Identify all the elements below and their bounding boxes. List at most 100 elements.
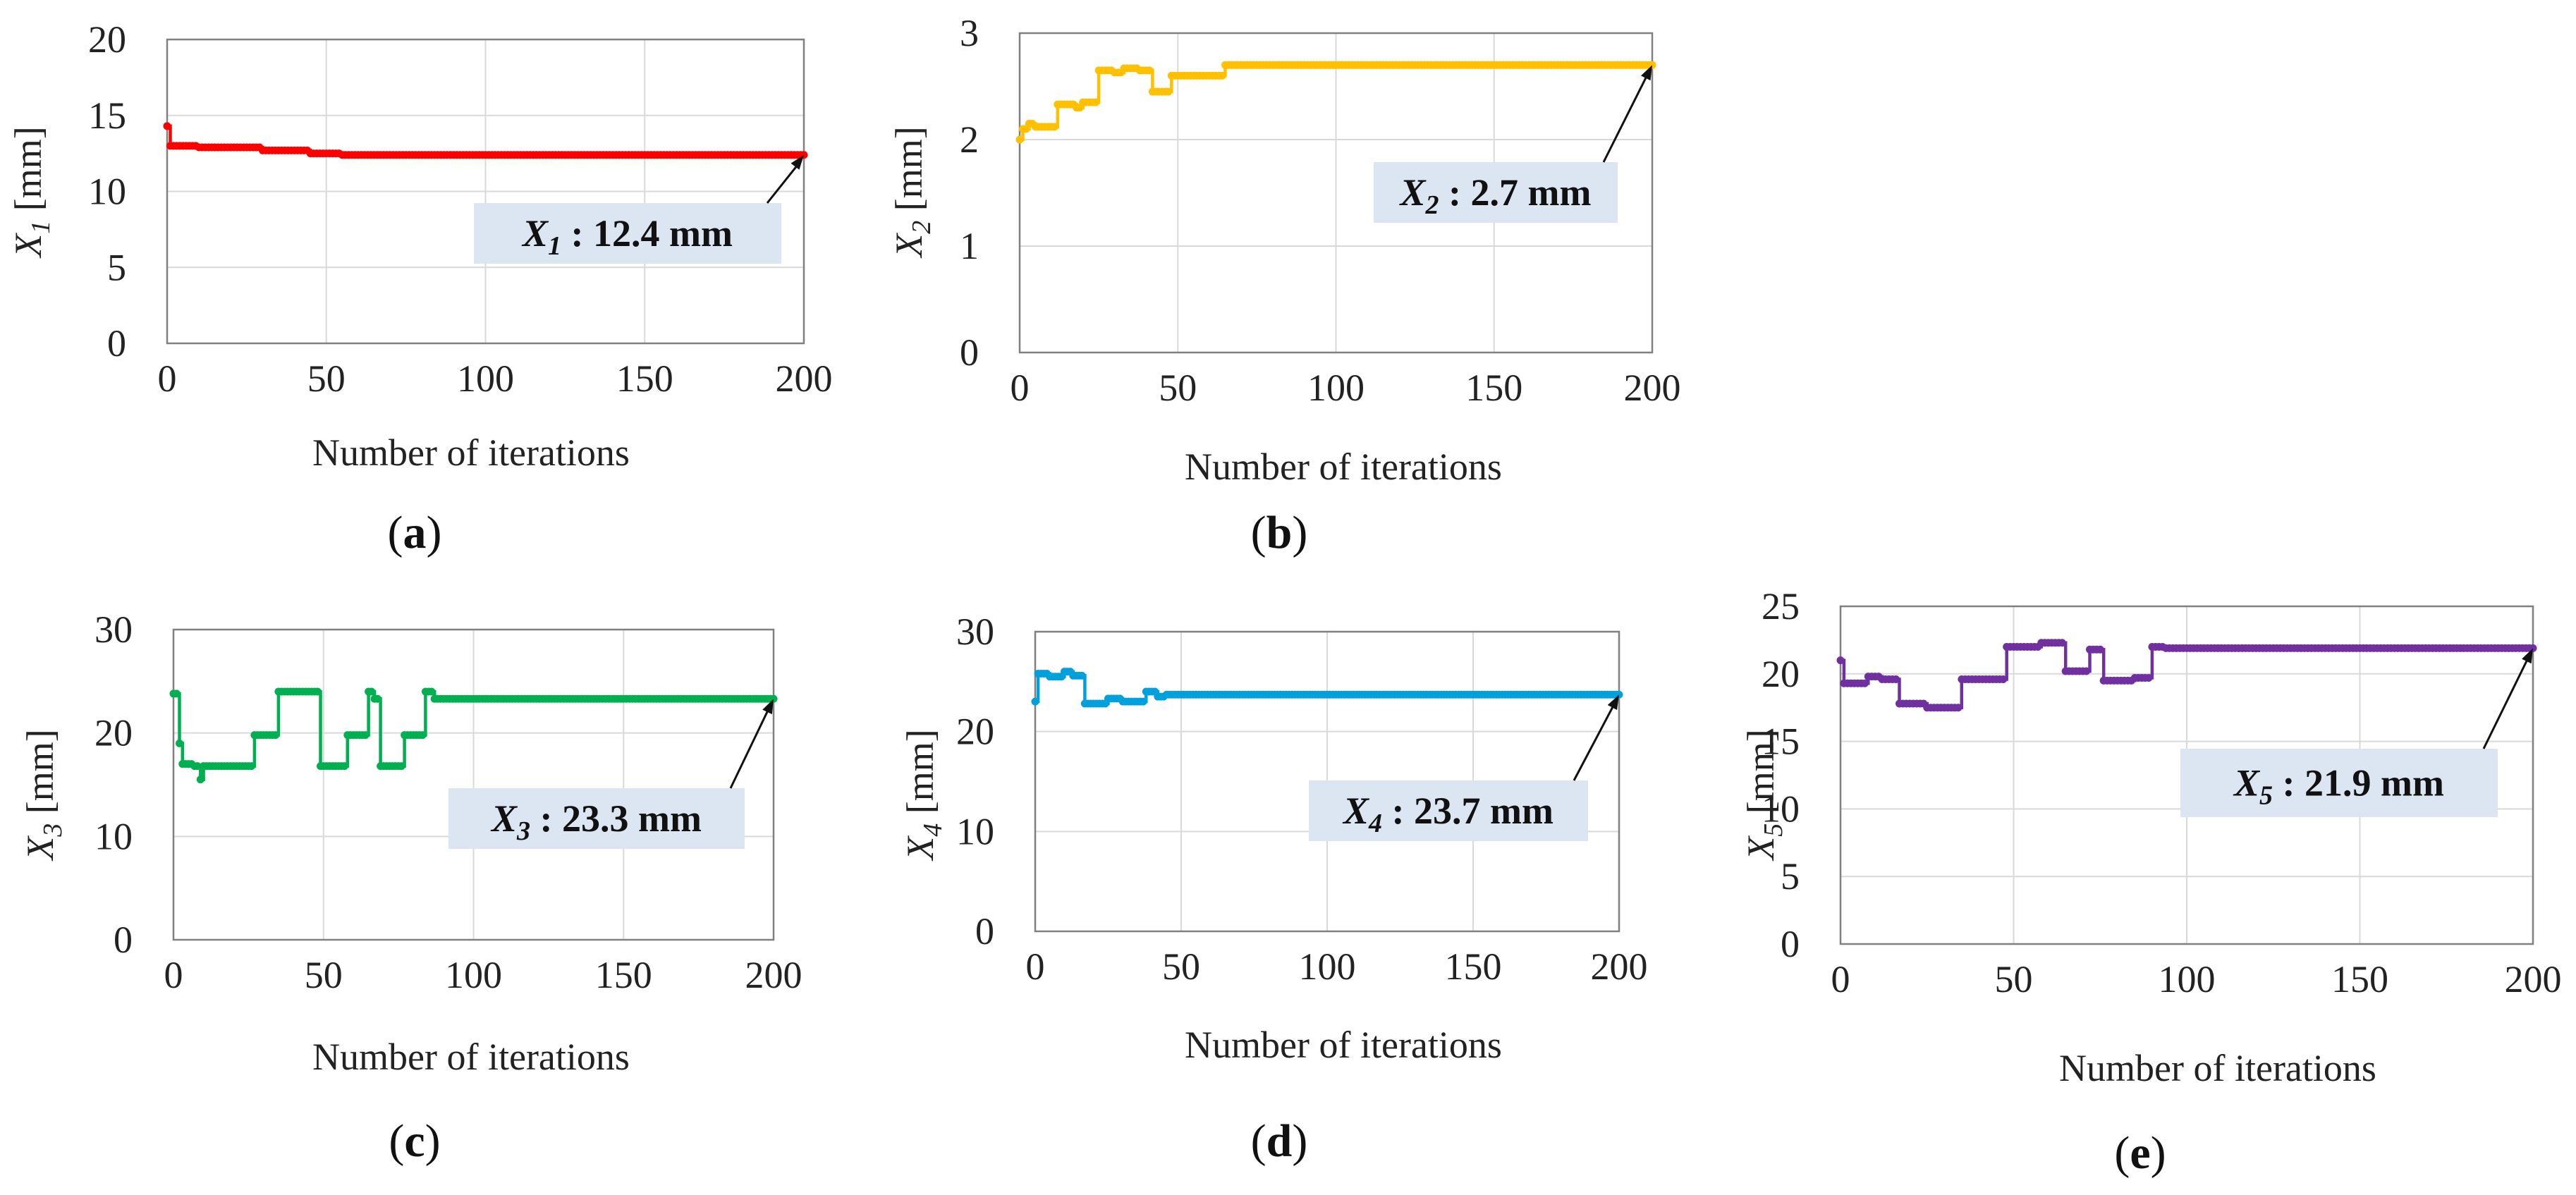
y-tick-label: 30	[956, 611, 994, 653]
y-axis-label: X5 [mm]	[1740, 729, 1788, 861]
data-point	[1078, 671, 1086, 680]
annotation-box	[448, 788, 745, 849]
annotation-arrow	[729, 704, 772, 789]
y-tick-label: 20	[88, 18, 126, 61]
chart-panel-5: 0 50 100 150 200 0 5 10 15 20 25 Number of iteratio…	[1740, 585, 2562, 1179]
annotation-label: X2 : 2.7 mm	[1399, 171, 1592, 220]
y-tick-label: 0	[114, 919, 133, 961]
data-point	[1139, 697, 1147, 706]
y-tick-label: 25	[1762, 585, 1800, 627]
x-tick-label: 150	[2331, 958, 2388, 1000]
y-axis-label: X2 [mm]	[888, 126, 936, 258]
annotation-label: X3 : 23.3 mm	[490, 797, 702, 846]
annotation-box	[1374, 162, 1618, 223]
data-point	[1164, 87, 1173, 96]
annotation-arrow	[766, 159, 802, 204]
y-tick-label: 0	[107, 322, 126, 364]
y-tick-label: 10	[956, 810, 994, 852]
y-tick-label: 10	[94, 815, 133, 857]
data-point	[397, 762, 405, 771]
x-axis-label: Number of iterations	[312, 431, 630, 474]
data-point	[1031, 697, 1039, 706]
panel-caption: (d)	[1251, 1115, 1308, 1167]
y-tick-label: 20	[956, 711, 994, 753]
data-point	[248, 762, 256, 771]
plot-frame	[172, 628, 775, 941]
y-tick-label: 0	[960, 331, 979, 374]
y-tick-label: 0	[975, 910, 994, 952]
x-tick-label: 50	[305, 954, 343, 996]
x-axis-label: Number of iterations	[1185, 446, 1502, 488]
panel-caption: (b)	[1251, 507, 1308, 558]
x-tick-label: 50	[1159, 367, 1197, 409]
data-point	[163, 122, 171, 130]
x-tick-label: 100	[1307, 367, 1365, 409]
annotation-box	[2180, 749, 2498, 817]
chart-panel-4: 0 50 100 150 200 0 10 20 30 Number of iterations X…	[899, 611, 1648, 1167]
y-tick-label: 20	[94, 712, 133, 754]
data-point	[1999, 675, 2008, 683]
data-point	[196, 776, 205, 784]
x-tick-label: 100	[457, 357, 514, 400]
x-tick-label: 100	[2159, 958, 2216, 1000]
x-tick-label: 150	[1445, 945, 1502, 988]
annotation-arrowhead	[762, 699, 774, 715]
data-point	[1015, 135, 1024, 144]
annotation-label: X4 : 23.7 mm	[1342, 790, 1553, 838]
data-point	[193, 762, 202, 771]
data-point	[313, 687, 322, 696]
x-tick-label: 0	[164, 954, 183, 996]
x-tick-label: 150	[616, 357, 673, 400]
plot-frame	[1034, 630, 1620, 933]
y-tick-label: 30	[94, 608, 133, 651]
data-point	[1860, 679, 1869, 687]
y-tick-label: 20	[1762, 653, 1800, 695]
y-tick-label: 1	[960, 225, 979, 267]
x-tick-label: 50	[1995, 958, 2033, 1000]
x-tick-label: 150	[595, 954, 652, 996]
x-axis-label: Number of iterations	[1185, 1024, 1502, 1066]
data-point	[1836, 656, 1845, 665]
y-tick-label: 10	[88, 171, 126, 213]
annotation-arrowhead	[2522, 648, 2533, 664]
x-tick-label: 50	[1162, 945, 1200, 988]
chart-panel-1: 0 50 100 150 200 0 5 10 15 20 Number of iterations…	[7, 18, 833, 558]
x-tick-label: 100	[1299, 945, 1356, 988]
x-tick-label: 200	[2505, 958, 2562, 1000]
annotation-arrow	[2482, 653, 2532, 749]
data-point	[2058, 639, 2066, 647]
data-point	[271, 731, 280, 740]
y-tick-label: 10	[1762, 788, 1800, 830]
plot-frame	[1839, 605, 2534, 945]
x-tick-label: 200	[1591, 945, 1648, 988]
data-point	[2144, 674, 2153, 682]
y-tick-label: 0	[1781, 923, 1800, 965]
x-axis-label: Number of iterations	[2059, 1047, 2376, 1089]
annotation-arrowhead	[1640, 65, 1652, 81]
y-tick-label: 15	[88, 94, 126, 137]
data-point	[1954, 704, 1962, 712]
annotation-label: X5 : 21.9 mm	[2233, 762, 2444, 811]
x-tick-label: 50	[307, 357, 346, 400]
annotation-label: X1 : 12.4 mm	[521, 212, 733, 261]
chart-panel-3: 0 50 100 150 200 0 10 20 30 Number of iterations X…	[19, 608, 802, 1167]
annotation-arrowhead	[790, 154, 804, 170]
chart-panel-2: 0 50 100 150 200 0 1 2 3 Number of iterations X2 […	[888, 12, 1681, 558]
annotation-arrow	[1573, 699, 1618, 781]
x-tick-label: 0	[1026, 945, 1045, 988]
data-point	[1145, 66, 1154, 75]
data-point	[1892, 675, 1900, 683]
y-tick-label: 15	[1762, 721, 1800, 763]
data-point	[361, 731, 370, 740]
data-point	[341, 762, 349, 771]
y-tick-label: 5	[1781, 855, 1800, 897]
data-point	[1218, 71, 1226, 80]
data-point	[427, 687, 436, 696]
x-tick-label: 150	[1465, 367, 1522, 409]
annotation-box	[1309, 780, 1588, 841]
x-axis-label: Number of iterations	[312, 1036, 630, 1078]
x-tick-label: 100	[445, 954, 502, 996]
data-point	[2082, 667, 2091, 675]
x-tick-label: 0	[1011, 367, 1030, 409]
annotation-arrowhead	[1607, 694, 1619, 711]
